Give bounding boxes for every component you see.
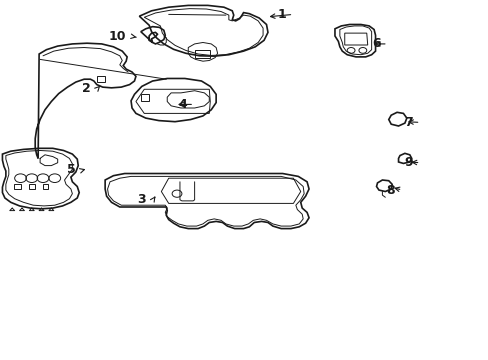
Text: 10: 10 bbox=[108, 30, 126, 43]
Text: 1: 1 bbox=[277, 8, 285, 21]
Text: 4: 4 bbox=[178, 98, 186, 111]
Text: 9: 9 bbox=[404, 156, 412, 169]
Text: 8: 8 bbox=[386, 184, 394, 197]
Text: 2: 2 bbox=[81, 82, 90, 95]
Text: 7: 7 bbox=[404, 116, 412, 129]
Text: 3: 3 bbox=[137, 193, 145, 206]
Text: 6: 6 bbox=[371, 37, 380, 50]
Text: 5: 5 bbox=[67, 163, 76, 176]
